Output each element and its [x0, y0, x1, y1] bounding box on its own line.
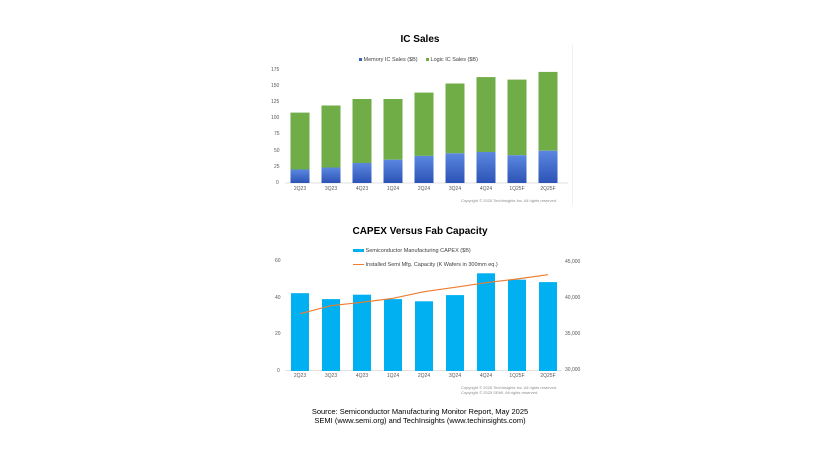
- chart2-y2tick: 35,000: [565, 331, 581, 337]
- chart2-xtick: 2Q25F: [540, 373, 556, 379]
- chart1-ytick: 0: [276, 180, 279, 186]
- chart2-xtick: 1Q24: [386, 373, 400, 379]
- chart1-xtick: 3Q24: [448, 186, 462, 192]
- chart1-ytick: 100: [271, 115, 280, 121]
- chart1-xtick: 1Q25F: [509, 186, 525, 192]
- capacity-line: [299, 274, 549, 315]
- legend-label-memory: Memory IC Sales ($B): [363, 57, 418, 63]
- legend-swatch-logic: [426, 58, 429, 62]
- chart2-xtick: 2Q24: [417, 373, 431, 379]
- chart2-xtick: 4Q23: [355, 373, 369, 379]
- chart2-ytick: 0: [277, 368, 280, 374]
- chart2-y2tick: 40,000: [565, 295, 581, 301]
- chart1-border: [260, 45, 573, 205]
- legend-label-capacity: Installed Semi Mfg. Capacity (K Wafers i…: [365, 262, 498, 268]
- chart2-y2tick: 45,000: [565, 259, 581, 265]
- chart1-ytick: 50: [274, 148, 280, 154]
- chart1-xtick: 2Q24: [417, 186, 431, 192]
- chart1-ytick: 175: [271, 67, 280, 73]
- chart2-xtick: 3Q24: [448, 373, 462, 379]
- chart1-legend-memory: Memory IC Sales ($B): [359, 57, 418, 63]
- legend-label-capex: Semiconductor Manufacturing CAPEX ($B): [365, 248, 471, 254]
- chart2-xtick: 3Q23: [324, 373, 338, 379]
- chart1-ytick: 25: [274, 164, 280, 170]
- chart1-bars: [290, 71, 558, 183]
- chart2-bars: [291, 273, 557, 371]
- chart2-xtick: 4Q24: [479, 373, 493, 379]
- chart1-copyright: Copyright © 2025 TechInsights Inc. All r…: [461, 198, 558, 203]
- source-note: Source: Semiconductor Manufacturing Moni…: [270, 407, 570, 425]
- chart2-title: CAPEX Versus Fab Capacity: [352, 226, 488, 237]
- source-line-2: SEMI (www.semi.org) and TechInsights (ww…: [314, 416, 526, 425]
- chart2-y2tick: 30,000: [565, 367, 581, 373]
- chart2-xtick: 2Q23: [293, 373, 307, 379]
- source-line-1: Source: Semiconductor Manufacturing Moni…: [311, 407, 529, 416]
- chart2-ytick: 20: [275, 331, 281, 337]
- chart1-ytick: 125: [271, 99, 280, 105]
- chart1-ytick: 75: [274, 131, 280, 137]
- chart2-legend-capex: Semiconductor Manufacturing CAPEX ($B): [353, 248, 471, 254]
- legend-swatch-memory: [359, 58, 362, 62]
- legend-label-logic: Logic IC Sales ($B): [430, 57, 478, 63]
- chart2-copyright-techinsights: Copyright © 2025 TechInsights Inc. All r…: [461, 385, 558, 390]
- chart2-legend-capacity: Installed Semi Mfg. Capacity (K Wafers i…: [353, 262, 498, 268]
- chart2-ytick: 40: [275, 295, 281, 301]
- chart1-xtick: 4Q24: [479, 186, 493, 192]
- chart1-xtick: 1Q24: [386, 186, 400, 192]
- chart1-title: IC Sales: [400, 34, 440, 45]
- chart1-ytick: 150: [271, 83, 280, 89]
- chart2-ytick: 60: [275, 258, 281, 264]
- chart1-xtick: 3Q23: [324, 186, 338, 192]
- chart1-legend-logic: Logic IC Sales ($B): [426, 57, 478, 63]
- chart2-copyright-semi: Copyright © 2025 SEMI. All rights reserv…: [461, 390, 539, 395]
- chart2-xtick: 1Q25F: [509, 373, 525, 379]
- legend-swatch-capex: [353, 249, 364, 253]
- legend-swatch-capacity: [353, 264, 364, 266]
- chart1-xtick: 2Q23: [293, 186, 307, 192]
- chart1-xtick: 2Q25F: [540, 186, 556, 192]
- chart1-xtick: 4Q23: [355, 186, 369, 192]
